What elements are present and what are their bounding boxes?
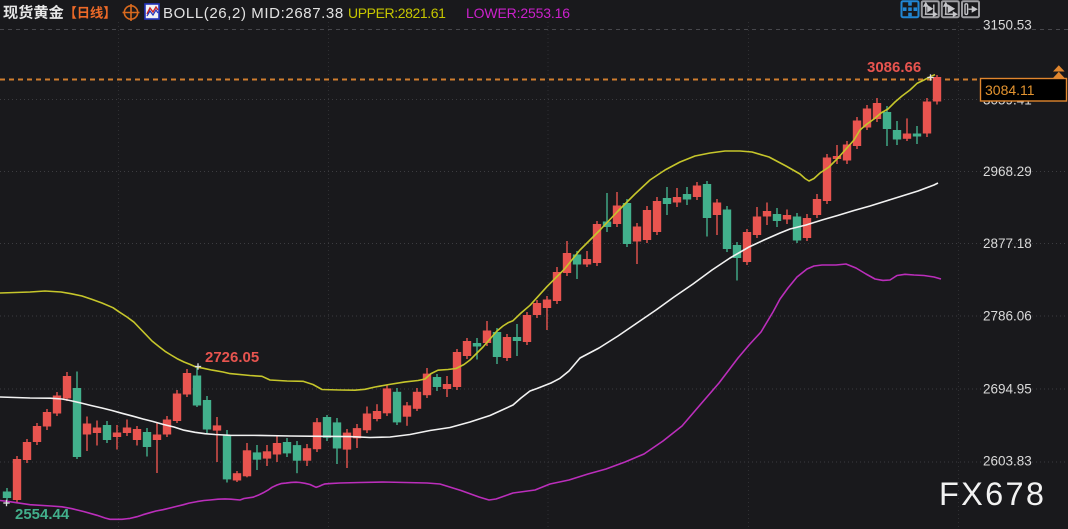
svg-text:2877.18: 2877.18 — [983, 236, 1032, 251]
svg-text:FX678: FX678 — [939, 476, 1046, 512]
svg-text:3150.53: 3150.53 — [983, 18, 1032, 33]
svg-text:2786.06: 2786.06 — [983, 309, 1032, 324]
svg-text:2968.29: 2968.29 — [983, 164, 1032, 179]
svg-text:3084.11: 3084.11 — [985, 82, 1035, 98]
svg-text:2694.95: 2694.95 — [983, 382, 1032, 397]
svg-text:2726.05: 2726.05 — [205, 349, 259, 366]
svg-text:LOWER:2553.16: LOWER:2553.16 — [466, 5, 570, 21]
svg-text:3086.66: 3086.66 — [867, 59, 921, 76]
svg-text:BOLL(26,2) MID:2687.38: BOLL(26,2) MID:2687.38 — [163, 5, 344, 22]
svg-text:2603.83: 2603.83 — [983, 454, 1032, 469]
svg-text:2554.44: 2554.44 — [15, 506, 70, 523]
svg-text:UPPER:2821.61: UPPER:2821.61 — [348, 5, 446, 21]
